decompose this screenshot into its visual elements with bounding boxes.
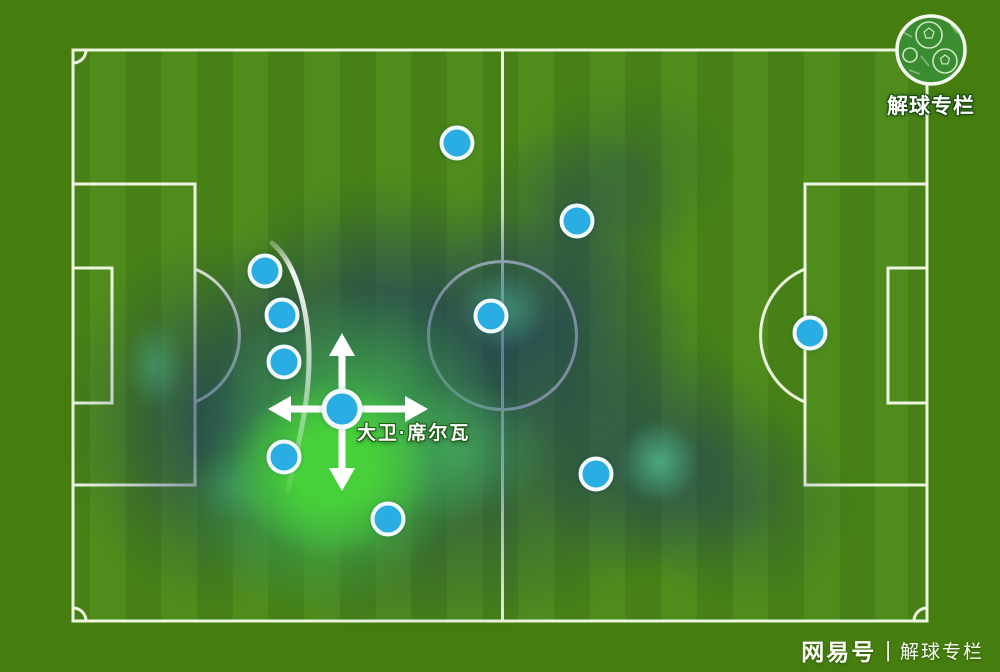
column-name: 解球专栏 [899,641,984,663]
touch-marker [266,439,302,475]
touch-marker [370,501,406,537]
corner-arc-bottom-right [912,606,928,622]
platform-name: 网易号 [801,639,877,665]
attribution-bar: 网易号 | 解球专栏 [801,633,984,667]
touch-marker [266,344,302,380]
touch-marker [792,315,828,351]
touch-marker [473,298,509,334]
touch-marker [578,456,614,492]
penalty-arc-left [194,267,241,404]
touch-marker [559,203,595,239]
divider: | [885,637,891,662]
player-marker [321,388,363,430]
corner-arc-top-left [72,49,88,65]
corner-arc-bottom-left [72,606,88,622]
touch-marker [439,125,475,161]
logo-soccer-doodles-icon [902,21,958,75]
player-name-label: 大卫·席尔瓦 [357,423,471,444]
logo-badge [895,14,967,86]
touch-marker [247,253,283,289]
logo: 解球专栏 [868,12,994,120]
penalty-area-left [71,182,197,487]
goal-area-right [886,266,929,405]
logo-text: 解球专栏 [887,95,975,118]
touch-marker [264,297,300,333]
goal-area-left [71,266,114,405]
